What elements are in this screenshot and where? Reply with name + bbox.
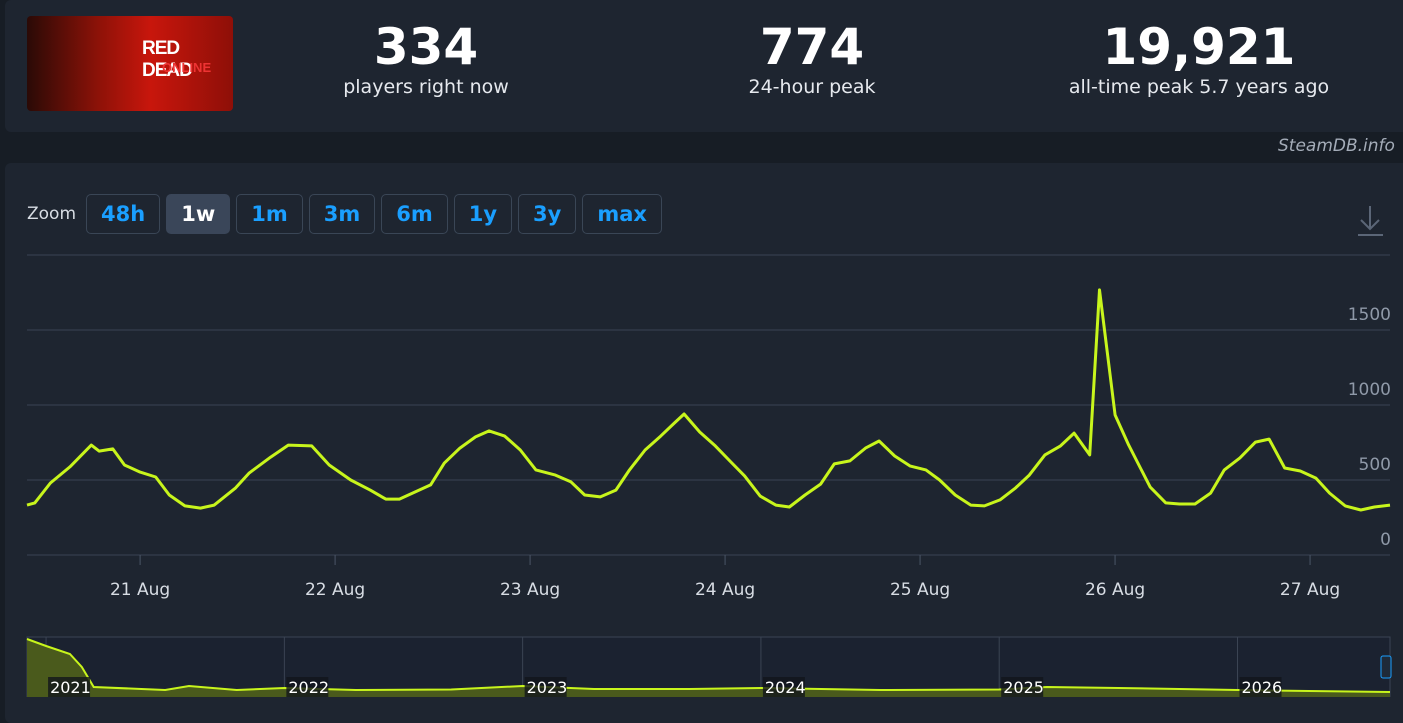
year-label-bg <box>48 677 91 697</box>
zoom-button[interactable]: 3y <box>518 194 577 234</box>
zoom-button[interactable]: max <box>582 194 662 234</box>
year-label: 2024 <box>765 678 806 697</box>
year-label-bg <box>1239 677 1282 697</box>
logo-subtitle: ONLINE <box>162 60 212 75</box>
x-tick-label: 26 Aug <box>1085 580 1145 600</box>
y-tick-label: 1500 <box>1348 305 1391 325</box>
zoom-bar: Zoom 48h 1w 1m 3m 6m 1y 3y max <box>27 194 662 234</box>
chart-panel <box>5 163 1403 723</box>
year-label: 2025 <box>1003 678 1044 697</box>
stat-value: 19,921 <box>1102 18 1296 76</box>
watermark-text: SteamDB.info <box>1278 136 1395 156</box>
year-label: 2022 <box>288 678 329 697</box>
page: {"header":{"logo":{"title":"RED DEAD","s… <box>5 0 1403 723</box>
stat-label: all-time peak 5.7 years ago <box>1068 76 1330 98</box>
zoom-button[interactable]: 3m <box>308 194 376 234</box>
navigator <box>26 636 1391 697</box>
year-label: 2023 <box>527 678 568 697</box>
stat: 19,921 all-time peak 5.7 years ago <box>1019 18 1379 98</box>
zoom-label: Zoom <box>27 204 77 224</box>
zoom-button[interactable]: 1y <box>453 194 513 234</box>
y-tick-label: 0 <box>1380 530 1391 550</box>
year-label: 2026 <box>1241 678 1282 697</box>
year-label-bg <box>762 677 805 697</box>
x-tick-label: 24 Aug <box>695 580 755 600</box>
stats-panel <box>5 0 1403 132</box>
year-label: 2021 <box>50 678 91 697</box>
stat-value: 334 <box>373 18 479 76</box>
download-icon[interactable] <box>1358 206 1383 236</box>
navigator-handle[interactable] <box>1380 655 1392 679</box>
chart: 0 500 1000 1500 21 Aug 22 Aug 23 Aug 24 Aug 25 A… <box>26 206 1392 697</box>
y-tick-label: 1000 <box>1348 380 1391 400</box>
series-line <box>26 288 1391 512</box>
zoom-button[interactable]: 6m <box>381 194 448 234</box>
stat-value: 774 <box>759 18 865 76</box>
year-label-bg <box>286 677 329 697</box>
x-tick-label: 21 Aug <box>110 580 170 600</box>
zoom-button[interactable]: 1w <box>166 194 231 234</box>
stat-label: players right now <box>343 76 509 98</box>
zoom-button[interactable]: 48h <box>86 194 161 234</box>
stat: 774 24-hour peak <box>632 18 992 98</box>
watermark: SteamDB.info <box>1263 136 1403 156</box>
x-tick-label: 25 Aug <box>890 580 950 600</box>
zoom-button[interactable]: 1m <box>236 194 303 234</box>
y-tick-label: 500 <box>1359 455 1391 475</box>
x-tick-label: 27 Aug <box>1280 580 1340 600</box>
logo-title: RED DEAD <box>142 38 193 81</box>
x-tick-label: 22 Aug <box>305 580 365 600</box>
year-label-bg <box>524 677 567 697</box>
game-logo[interactable]: RED DEAD ONLINE <box>27 16 233 111</box>
stat-label: 24-hour peak <box>748 76 876 98</box>
year-label-bg <box>1001 677 1044 697</box>
stat: 334 players right now <box>246 18 606 98</box>
x-tick-label: 23 Aug <box>500 580 560 600</box>
